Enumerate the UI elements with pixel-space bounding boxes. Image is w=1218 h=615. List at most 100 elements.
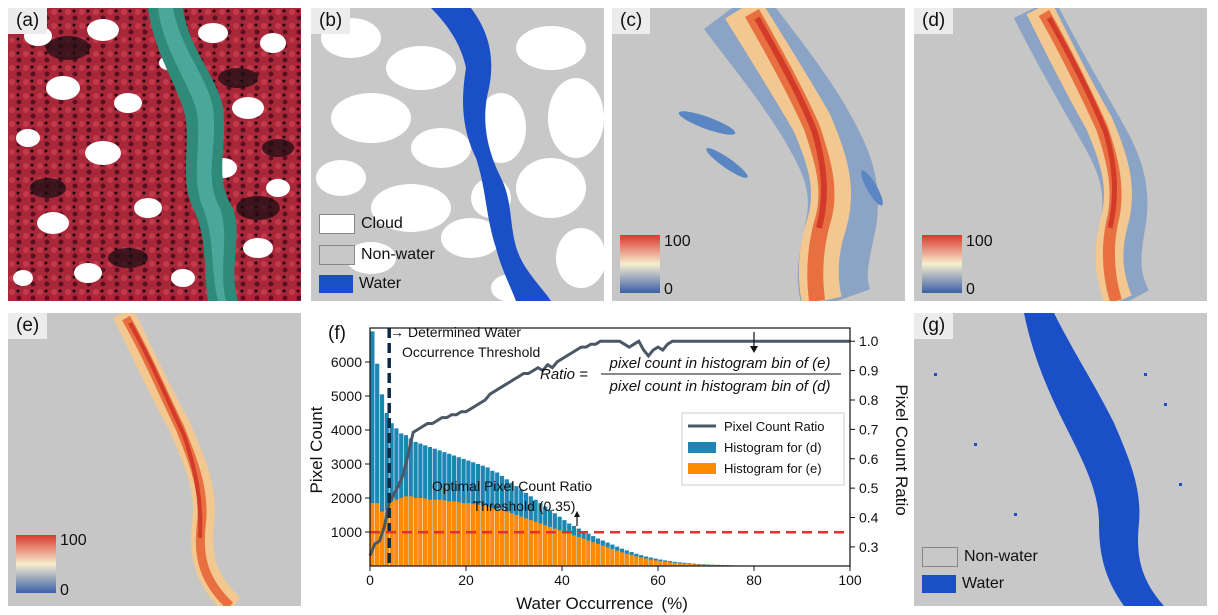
bar-hist-e <box>538 523 543 566</box>
bar-hist-e <box>600 545 605 566</box>
bar-hist-e <box>610 549 615 566</box>
y-axis-label: Pixel Count <box>307 406 326 493</box>
bar-hist-e <box>639 557 644 566</box>
chart-legend: Pixel Count Ratio Histogram for (d) Hist… <box>681 412 845 486</box>
x-axis-unit: (%) <box>661 594 687 613</box>
y2-tick-label: 1.0 <box>859 333 879 349</box>
bar-hist-e <box>379 511 385 566</box>
bar-hist-e <box>701 564 706 566</box>
colorbar-d <box>922 235 962 293</box>
y2-axis-label: Pixel Count Ratio <box>892 384 908 515</box>
colorbar-d-max: 100 <box>966 233 993 250</box>
bar-hist-e <box>691 564 697 566</box>
legend-swatch-hist-e <box>688 463 716 474</box>
final-water-map <box>914 313 1207 606</box>
bar-hist-e <box>370 503 375 566</box>
bar-hist-e <box>427 499 433 566</box>
y2-tick-label: 0.5 <box>859 480 879 496</box>
bar-hist-d <box>379 394 385 566</box>
bar-hist-e <box>523 518 529 566</box>
y2-tick-label: 0.9 <box>859 363 879 379</box>
chart-axes <box>369 327 851 567</box>
bar-hist-e <box>619 552 625 566</box>
x-tick-label: 0 <box>366 572 374 588</box>
ratio-arrowhead-icon <box>750 346 758 353</box>
bar-hist-e <box>384 509 389 566</box>
legend-label-hist-e: Histogram for (e) <box>724 461 822 476</box>
legend-swatch-g-water <box>922 575 956 593</box>
bar-hist-e <box>562 532 567 566</box>
legend-label-ratio: Pixel Count Ratio <box>724 419 824 434</box>
y2-tick-label: 0.6 <box>859 451 879 467</box>
bar-hist-e <box>528 520 533 566</box>
water-occurrence-histogram-chart: (f) 0 20 40 60 80 100 1000 2000 3000 4000 5000 6000… <box>307 323 908 613</box>
bar-hist-e <box>653 560 658 566</box>
panel-f-chart: (f) 0 20 40 60 80 100 1000 2000 3000 4000 5000 6000… <box>304 310 908 615</box>
legend-label-hist-d: Histogram for (d) <box>724 440 822 455</box>
bar-hist-e <box>648 559 653 566</box>
legend-label-cloud: Cloud <box>361 215 403 232</box>
bar-hist-e <box>413 498 418 566</box>
legend-item-cloud: Cloud <box>319 214 403 234</box>
bar-hist-e <box>456 502 461 566</box>
bar-hist-e <box>471 504 476 566</box>
bar-hist-e <box>499 509 505 566</box>
y-tick-label: 3000 <box>331 456 362 472</box>
bar-hist-e <box>495 508 500 566</box>
bar-hist-e <box>509 513 514 566</box>
bar-hist-e <box>475 504 481 566</box>
legend-label-water: Water <box>359 275 402 292</box>
y2-tick-label: 0.3 <box>859 539 879 555</box>
panel-g-map: (g) Non-water Water <box>914 313 1207 606</box>
panel-g-label: (g) <box>914 313 954 339</box>
colorbar-c <box>620 235 660 293</box>
ratio-formula-numerator: pixel count in histogram bin of (e) <box>609 355 831 372</box>
bar-hist-e <box>543 525 548 566</box>
legend-item-g-non-water: Non-water <box>922 547 1038 567</box>
bar-hist-d <box>389 423 394 566</box>
bar-hist-e <box>581 538 586 566</box>
cloud-water-classification-map <box>311 8 604 301</box>
bar-hist-e <box>442 500 447 566</box>
legend-label-non-water: Non-water <box>361 246 435 263</box>
bar-hist-e <box>586 540 591 566</box>
bar-hist-e <box>461 503 466 566</box>
bar-hist-e <box>519 516 524 566</box>
pixel-count-ratio-line <box>368 339 850 557</box>
y-tick-label: 5000 <box>331 388 362 404</box>
bar-hist-e <box>485 506 490 566</box>
optimal-arrowhead-icon <box>574 511 580 517</box>
y-tick-label: 4000 <box>331 422 362 438</box>
bar-hist-e <box>533 521 538 566</box>
legend-swatch-cloud <box>319 214 355 234</box>
bar-hist-e <box>677 563 682 566</box>
y2-tick-label: 0.7 <box>859 421 879 437</box>
bar-hist-e <box>399 498 404 566</box>
bar-hist-e <box>451 501 457 566</box>
colorbar-e-max: 100 <box>60 532 87 549</box>
panel-f-label: (f) <box>328 323 346 344</box>
x-axis-label-text: Water Occurrence <box>516 594 653 613</box>
bar-hist-e <box>571 535 577 566</box>
bar-hist-e <box>682 563 687 566</box>
legend-swatch-g-non-water <box>922 547 958 567</box>
legend-label-g-non-water: Non-water <box>964 548 1038 565</box>
annotation-determined-line1: Determined Water <box>408 324 521 340</box>
bar-hist-e <box>687 563 692 566</box>
bar-hist-e <box>576 537 581 566</box>
y-tick-label: 1000 <box>331 524 362 540</box>
annotation-optimal-line1: Optimal Pixel Count Ratio <box>432 478 593 494</box>
bar-hist-e <box>394 499 399 566</box>
bar-hist-e <box>375 503 380 566</box>
bar-hist-d <box>375 363 380 566</box>
colorbar-c-max: 100 <box>664 233 691 250</box>
bar-hist-e <box>667 562 673 566</box>
colorbar-e-min: 0 <box>60 582 69 599</box>
x-tick-label: 80 <box>746 572 762 588</box>
legend-swatch-water <box>319 275 353 293</box>
bar-hist-e <box>629 555 634 566</box>
legend-label-g-water: Water <box>962 575 1005 592</box>
y2-tick-label: 0.8 <box>859 392 879 408</box>
x-tick-label: 40 <box>554 572 570 588</box>
legend-item-g-water: Water <box>922 575 1004 593</box>
